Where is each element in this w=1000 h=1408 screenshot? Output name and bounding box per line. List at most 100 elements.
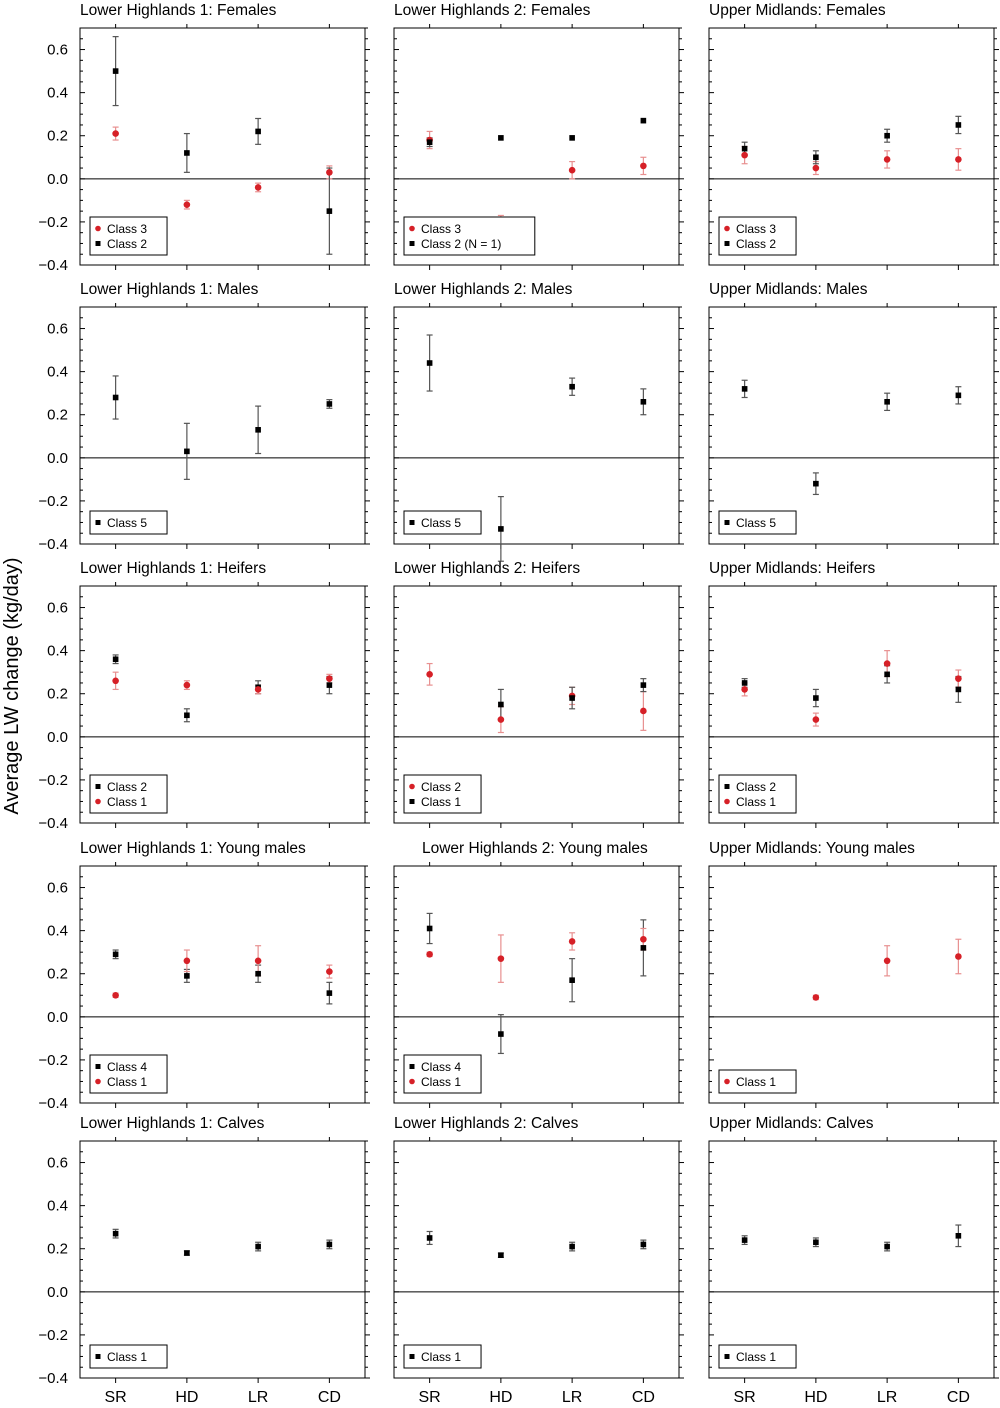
panel-title: Upper Midlands: Males <box>709 281 868 298</box>
data-point-red <box>883 156 891 163</box>
legend-marker-red <box>409 783 415 790</box>
panel-title: Upper Midlands: Heifers <box>709 560 876 577</box>
chart-panel: 0.6 0.4 0.2 0.0 −0.2 −0.4 SR HD LR CD Lower Highla… <box>38 1115 370 1406</box>
legend-marker-black <box>95 520 101 525</box>
data-point-black <box>813 1239 819 1246</box>
legend-marker-black <box>724 1354 730 1359</box>
data-point-black <box>569 1243 575 1250</box>
legend-box <box>403 1054 482 1094</box>
y-tick-label: 0.2 <box>47 966 68 983</box>
x-tick-label: HD <box>175 1389 198 1406</box>
data-point-red <box>183 957 191 965</box>
data-point-red <box>497 955 505 962</box>
y-tick-label: 0.4 <box>47 1198 68 1215</box>
data-point-black <box>955 122 962 128</box>
data-point-black <box>813 695 819 701</box>
data-point-red <box>183 201 191 208</box>
y-tick-label: −0.4 <box>38 1095 68 1112</box>
data-point-black <box>112 656 119 663</box>
plot-frame <box>79 1140 366 1379</box>
data-point-red <box>254 184 262 191</box>
data-point-black <box>326 990 333 996</box>
plot-frame <box>708 865 995 1104</box>
data-point-black <box>255 1243 261 1250</box>
data-point-red <box>326 675 333 682</box>
legend-box <box>89 1344 168 1369</box>
data-point-red <box>883 957 891 965</box>
legend-label: Class 2 <box>107 237 147 251</box>
legend-marker-black <box>95 241 101 246</box>
legend-marker-red <box>95 1078 101 1085</box>
data-point-red <box>326 968 333 975</box>
y-tick-label: 0.2 <box>47 1241 68 1258</box>
chart-panel: Lower Highlands 2: Young males Class 4Cla… <box>393 840 684 1108</box>
legend-label: Class 1 <box>736 1075 776 1089</box>
data-point-black <box>184 712 190 719</box>
legend-box <box>718 1344 797 1369</box>
y-tick-label: −0.2 <box>38 214 68 231</box>
x-tick-label: SR <box>734 1389 756 1406</box>
panel-title: Lower Highlands 2: Young males <box>422 840 648 857</box>
data-point-red <box>112 677 119 685</box>
data-point-black <box>112 394 119 401</box>
y-tick-label: 0.4 <box>47 923 68 940</box>
legend-marker-black <box>95 1064 101 1069</box>
data-point-black <box>813 154 819 161</box>
y-tick-label: 0.0 <box>47 171 68 188</box>
data-point-red <box>568 938 576 945</box>
data-point-black <box>112 68 119 74</box>
data-point-red <box>883 660 891 667</box>
data-point-black <box>326 208 333 214</box>
data-point-red <box>955 156 962 163</box>
data-point-black <box>112 1230 119 1237</box>
data-point-black <box>498 1031 504 1037</box>
legend-box <box>718 774 797 814</box>
y-tick-label: −0.4 <box>38 815 68 832</box>
data-point-black <box>255 427 261 433</box>
legend-label: Class 5 <box>421 516 461 530</box>
panel-title: Lower Highlands 1: Females <box>80 2 277 19</box>
data-point-black <box>184 448 190 455</box>
x-tick-label: HD <box>489 1389 512 1406</box>
y-tick-label: −0.2 <box>38 772 68 789</box>
data-point-red <box>812 994 820 1001</box>
data-point-black <box>326 401 333 407</box>
x-tick-label: SR <box>105 1389 127 1406</box>
y-tick-label: 0.0 <box>47 1009 68 1026</box>
data-point-red <box>568 166 576 174</box>
y-tick-label: −0.4 <box>38 1370 68 1387</box>
data-point-black <box>640 399 647 405</box>
legend-marker-black <box>409 1064 415 1069</box>
data-point-black <box>884 1243 890 1250</box>
legend-marker-red <box>95 798 101 805</box>
data-point-red <box>112 991 119 999</box>
legend-label: Class 3 <box>736 222 776 236</box>
data-point-black <box>569 977 575 983</box>
data-point-black <box>741 1237 748 1243</box>
data-point-black <box>955 686 962 693</box>
legend-box <box>89 1054 168 1094</box>
data-point-red <box>183 681 191 689</box>
y-tick-label: 0.6 <box>47 600 68 617</box>
data-point-red <box>640 162 647 170</box>
legend-label: Class 2 (N = 1) <box>421 237 501 251</box>
x-tick-label: LR <box>877 1389 897 1406</box>
legend-marker-red <box>409 1078 415 1085</box>
y-tick-label: −0.4 <box>38 536 68 553</box>
x-tick-label: LR <box>562 1389 582 1406</box>
data-point-black <box>426 360 433 366</box>
data-point-black <box>741 680 748 686</box>
chart-panel: 0.6 0.4 0.2 0.0 −0.2 −0.4 Lower Highlands 1: F… <box>38 2 370 274</box>
y-tick-label: 0.6 <box>47 321 68 338</box>
plot-frame <box>393 1140 680 1379</box>
x-tick-label: SR <box>419 1389 441 1406</box>
y-tick-label: 0.4 <box>47 364 68 381</box>
legend-label: Class 3 <box>421 222 461 236</box>
legend: Class 5 <box>718 510 797 535</box>
data-point-black <box>640 1241 647 1248</box>
data-point-black <box>884 132 890 139</box>
